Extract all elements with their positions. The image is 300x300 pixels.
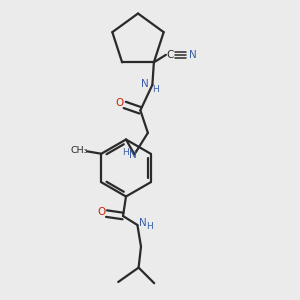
Text: N: N xyxy=(139,218,147,228)
Text: CH₃: CH₃ xyxy=(71,146,88,155)
Text: C: C xyxy=(167,50,174,60)
Text: O: O xyxy=(115,98,124,108)
Text: N: N xyxy=(189,50,196,60)
Text: H: H xyxy=(122,148,129,157)
Text: N: N xyxy=(129,150,137,160)
Text: H: H xyxy=(152,85,159,94)
Text: H: H xyxy=(147,222,153,231)
Text: N: N xyxy=(141,79,149,88)
Text: O: O xyxy=(97,207,105,217)
